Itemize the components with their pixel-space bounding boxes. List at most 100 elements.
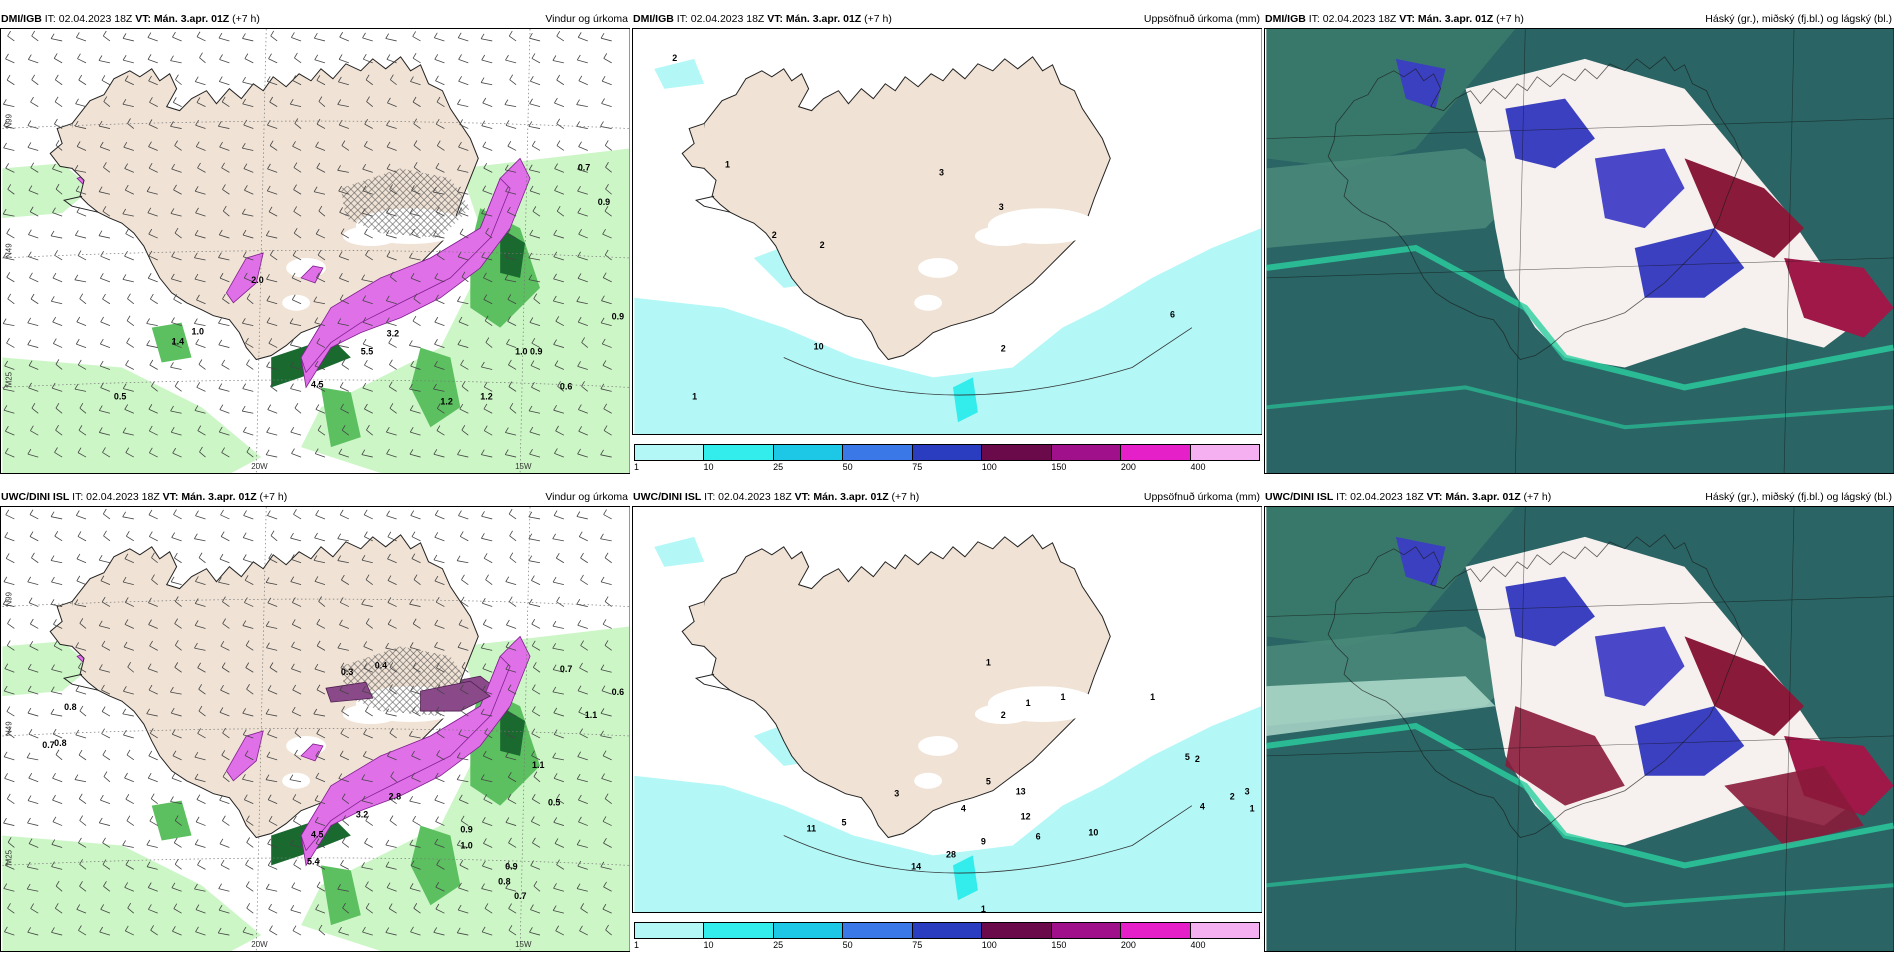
value-label: 6	[1036, 832, 1041, 842]
lead-time: (+7 h)	[229, 13, 260, 25]
grid-label-lon20: 20W	[251, 462, 268, 471]
colorbar-swatch	[1121, 445, 1191, 460]
valid-time: VT: Mán. 3.apr. 01Z	[162, 491, 257, 503]
map-frame	[1264, 506, 1895, 952]
init-time: IT: 02.04.2023 18Z	[1333, 491, 1427, 503]
lead-time: (+7 h)	[861, 13, 892, 25]
value-label: 3	[939, 167, 944, 177]
value-label: 1.0	[460, 840, 472, 850]
value-label: 11	[807, 824, 816, 834]
value-label: 0.6	[612, 687, 624, 697]
colorbar-label: 100	[981, 462, 997, 472]
lead-time: (+7 h)	[1520, 491, 1552, 503]
colorbar-swatch	[912, 445, 983, 460]
value-label: 0.8	[498, 876, 510, 886]
precip-over-land	[225, 655, 511, 852]
colorbar-swatch	[1051, 445, 1122, 460]
value-label: 2	[1001, 710, 1006, 720]
westfjords-coast	[681, 601, 705, 647]
value-label: 0.4	[375, 660, 387, 670]
map-frame: N99 N49 M25 20W 15W 0.7 0.9 1.0 1.4 0.5 3.2 5.5 4.5 1…	[0, 28, 630, 474]
map-frame	[1264, 28, 1895, 474]
value-label: 3	[999, 202, 1004, 212]
map-panel-3: DMI/IGB IT: 02.04.2023 18Z VT: Mán. 3.ap…	[1264, 10, 1896, 476]
panel-title: Uppsöfnuð úrkoma (mm)	[1143, 491, 1260, 503]
grid-label-lat64: M25	[4, 849, 13, 865]
value-label: 5	[1185, 752, 1190, 762]
value-label: 4	[1200, 802, 1205, 812]
snaefellsnes-coast	[694, 195, 731, 213]
colorbar-swatch	[704, 445, 774, 460]
glaciers	[914, 208, 1098, 311]
init-time: IT: 02.04.2023 18Z	[701, 491, 795, 503]
colorbar-label: 400	[1190, 462, 1206, 472]
colorbar-label: 75	[912, 462, 923, 472]
colorbar-swatch	[773, 923, 844, 938]
colorbar-swatch	[912, 923, 983, 938]
map-frame: 2 1 3 3 2 2 10 1 6 2	[632, 28, 1262, 474]
colorbar-label: 150	[1051, 940, 1067, 950]
value-label: 5.5	[361, 347, 373, 357]
panel-header: DMI/IGB IT: 02.04.2023 18Z VT: Mán. 3.ap…	[1264, 10, 1896, 28]
cloud-layers	[1266, 29, 1895, 473]
value-label: 2.8	[389, 792, 401, 802]
value-label: 1	[1250, 804, 1255, 814]
panel-header: UWC/DINI ISL IT: 02.04.2023 18Z VT: Mán.…	[1264, 488, 1896, 506]
map-canvas	[1266, 29, 1895, 473]
snaefellsnes-coast	[62, 673, 99, 691]
value-label: 1	[1060, 692, 1065, 702]
value-label: 5	[841, 818, 846, 828]
value-label: 0.9	[530, 347, 542, 357]
value-label: 0.6	[560, 381, 572, 391]
value-label: 2	[820, 240, 825, 250]
colorbar-label: 200	[1120, 462, 1136, 472]
value-label: 4.5	[311, 379, 323, 389]
wind-barbs	[2, 30, 612, 458]
grid-label-lat64: M25	[4, 371, 13, 387]
value-label: 0.7	[514, 891, 526, 901]
grid-label-lat65: N49	[4, 721, 13, 736]
value-label: 1	[981, 904, 986, 914]
value-label: 2	[1001, 344, 1006, 354]
init-time: IT: 02.04.2023 18Z	[69, 491, 163, 503]
map-panel-5: UWC/DINI ISL IT: 02.04.2023 18Z VT: Mán.…	[632, 488, 1264, 954]
colorbar-label: 150	[1051, 462, 1067, 472]
colorbar-label: 10	[703, 940, 714, 950]
map-canvas	[1266, 507, 1895, 951]
map-panel-2: DMI/IGB IT: 02.04.2023 18Z VT: Mán. 3.ap…	[632, 10, 1264, 476]
value-label: 1.2	[480, 391, 492, 401]
colorbar-swatch	[1051, 923, 1122, 938]
iceland-landmass	[695, 534, 1111, 839]
value-label: 0.9	[505, 861, 517, 871]
model-name: DMI/IGB	[1, 13, 42, 25]
colorbar-swatch	[1190, 923, 1259, 938]
wind-barbs	[2, 508, 612, 936]
model-name: UWC/DINI ISL	[633, 491, 702, 503]
precip-colorbar: 1 10 25 50 75 100 150 200 400	[632, 912, 1262, 952]
colorbar-swatch	[635, 923, 705, 938]
graticule	[2, 29, 630, 473]
model-name: UWC/DINI ISL	[1265, 491, 1334, 503]
lead-time: (+7 h)	[1493, 13, 1524, 25]
map-canvas: 2 1 3 3 2 2 10 1 6 2	[634, 29, 1262, 473]
value-label: 2	[772, 230, 777, 240]
value-label: 0.5	[548, 798, 560, 808]
model-name: DMI/IGB	[633, 13, 674, 25]
panel-title: Vindur og úrkoma	[545, 491, 628, 503]
graticule	[2, 507, 630, 951]
value-label: 2	[1230, 792, 1235, 802]
colorbar-swatch	[982, 923, 1052, 938]
colorbar-label: 200	[1120, 940, 1136, 950]
colorbar-swatch	[843, 445, 913, 460]
valid-time: VT: Mán. 3.apr. 01Z	[767, 13, 862, 25]
colorbar-swatch	[1190, 445, 1259, 460]
value-label: 9	[981, 836, 986, 846]
colorbar-label: 1	[634, 462, 640, 472]
value-label: 1.2	[440, 396, 452, 406]
panel-title: Uppsöfnuð úrkoma (mm)	[1143, 13, 1260, 25]
precip-values: 0.80.7 0.80.70.60.51.11.10.91.00.90.80.70…	[42, 660, 624, 901]
value-label: 3.2	[356, 810, 368, 820]
value-label: 10	[814, 342, 824, 352]
precip-values: 0.70.91.01.40.53.25.54.51.0 0.90.61.2 1.20…	[114, 162, 624, 406]
